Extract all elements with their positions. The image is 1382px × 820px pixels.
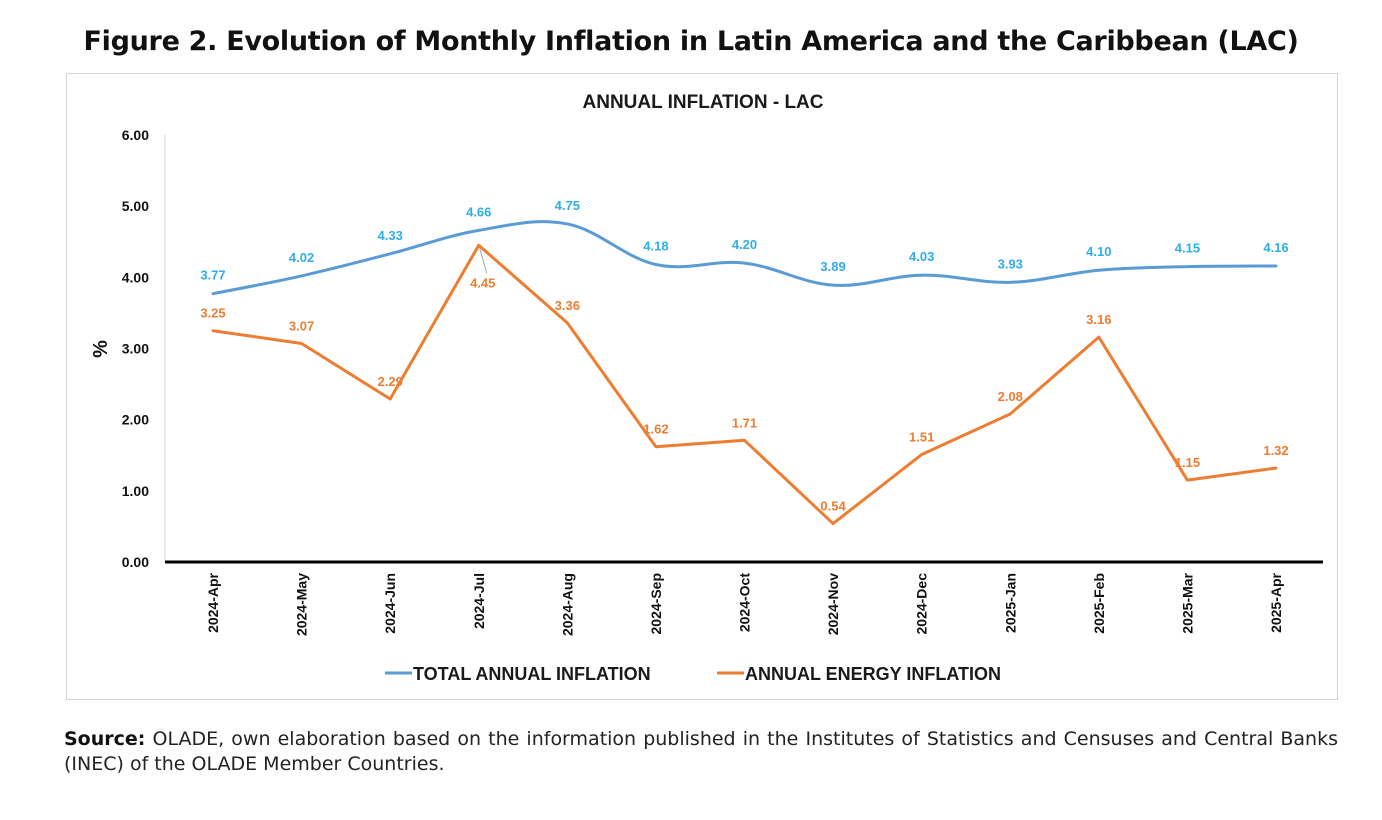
- series-line-total: [211, 220, 1278, 296]
- x-tick-label: 2025-Mar: [1179, 572, 1195, 633]
- x-tick-label: 2024-Nov: [825, 573, 841, 635]
- data-label-energy: 0.54: [820, 499, 846, 514]
- data-label-total: 4.15: [1175, 241, 1200, 256]
- data-label-total: 4.16: [1263, 240, 1288, 255]
- legend: TOTAL ANNUAL INFLATION ANNUAL ENERGY INF…: [385, 664, 1001, 684]
- x-tick-label: 2025-Apr: [1268, 572, 1284, 632]
- y-tick-label: 3.00: [122, 341, 149, 357]
- data-label-energy: 4.45: [470, 275, 495, 290]
- data-label-total: 4.10: [1086, 244, 1111, 259]
- x-tick-label: 2024-Apr: [205, 572, 221, 632]
- x-tick-label: 2024-Aug: [559, 573, 575, 636]
- y-tick-label: 1.00: [122, 483, 149, 499]
- chart-title: ANNUAL INFLATION - LAC: [583, 92, 824, 113]
- data-label-total: 4.20: [732, 237, 757, 252]
- data-label-total: 3.77: [200, 268, 225, 283]
- data-label-energy: 3.36: [555, 298, 580, 313]
- data-label-energy: 1.62: [643, 422, 668, 437]
- line-chart: ANNUAL INFLATION - LAC % 0.00 1.00 2.00 3.0…: [90, 92, 1323, 684]
- data-label-energy: 2.29: [378, 374, 403, 389]
- x-tick-label: 2024-May: [294, 573, 310, 636]
- data-label-energy: 1.32: [1263, 443, 1288, 458]
- source-text: OLADE, own elaboration based on the info…: [64, 728, 1338, 775]
- y-tick-label: 2.00: [122, 412, 149, 428]
- y-axis-label: %: [90, 340, 112, 358]
- data-label-total: 4.75: [555, 198, 580, 213]
- chart-frame: ANNUAL INFLATION - LAC % 0.00 1.00 2.00 3.0…: [66, 73, 1338, 700]
- data-label-energy: 1.51: [909, 430, 934, 445]
- data-labels: 3.77 4.02 4.33 4.66 4.75 4.18 4.20 3.89 4.03 3.93…: [200, 198, 1288, 514]
- source-note: Source: OLADE, own elaboration based on …: [64, 727, 1338, 777]
- y-tick-label: 4.00: [122, 269, 149, 285]
- series-group: [211, 220, 1278, 526]
- y-axis-ticks: 0.00 1.00 2.00 3.00 4.00 5.00 6.00: [122, 127, 149, 570]
- legend-label-energy: ANNUAL ENERGY INFLATION: [745, 664, 1001, 684]
- data-label-total: 4.18: [643, 239, 668, 254]
- data-label-leader: [479, 248, 488, 274]
- data-label-energy: 3.16: [1086, 312, 1111, 327]
- data-label-energy: 3.07: [289, 319, 314, 334]
- data-label-total: 4.03: [909, 249, 934, 264]
- legend-label-total: TOTAL ANNUAL INFLATION: [413, 664, 651, 684]
- x-tick-label: 2025-Feb: [1091, 573, 1107, 634]
- figure-title: Figure 2. Evolution of Monthly Inflation…: [83, 26, 1299, 57]
- data-label-energy: 2.08: [998, 389, 1023, 404]
- data-label-energy: 1.71: [732, 415, 757, 430]
- data-label-total: 4.33: [378, 228, 403, 243]
- data-label-total: 3.89: [820, 259, 845, 274]
- series-line-energy: [211, 243, 1278, 526]
- data-label-total: 4.02: [289, 250, 314, 265]
- x-tick-label: 2025-Jan: [1002, 573, 1018, 633]
- data-label-energy: 3.25: [200, 306, 225, 321]
- x-tick-label: 2024-Jun: [382, 573, 398, 634]
- data-label-total: 4.66: [466, 204, 491, 219]
- y-tick-label: 6.00: [122, 127, 149, 143]
- data-label-total: 3.93: [998, 256, 1023, 271]
- x-tick-label: 2024-Sep: [648, 573, 664, 634]
- x-tick-label: 2024-Dec: [914, 573, 930, 635]
- x-tick-label: 2024-Jul: [471, 573, 487, 629]
- x-tick-label: 2024-Oct: [737, 573, 753, 632]
- y-tick-label: 5.00: [122, 198, 149, 214]
- source-label: Source:: [64, 728, 146, 750]
- data-label-energy: 1.15: [1175, 455, 1200, 470]
- y-tick-label: 0.00: [122, 554, 149, 570]
- x-axis-ticks: 2024-Apr 2024-May 2024-Jun 2024-Jul 2024-Aug…: [205, 572, 1284, 636]
